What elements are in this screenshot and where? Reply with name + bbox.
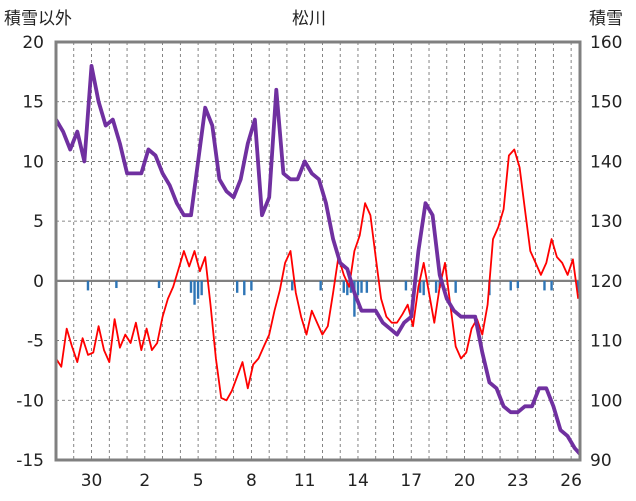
y-tick-left: 15 — [22, 93, 44, 113]
precipitation-bar — [422, 280, 425, 296]
precipitation-bars — [86, 280, 580, 317]
precipitation-bar — [509, 280, 512, 291]
x-tick-label: 14 — [347, 471, 369, 491]
precipitation-bar — [235, 280, 239, 293]
left-axis-label: 積雪以外 — [4, 9, 72, 29]
x-tick-label: 5 — [193, 471, 204, 491]
precipitation-bar — [189, 280, 193, 293]
y-tick-left: -15 — [16, 451, 44, 471]
y-tick-right: 130 — [590, 212, 622, 232]
x-tick-label: 2 — [139, 471, 150, 491]
precipitation-bar — [250, 280, 253, 291]
precipitation-bar — [115, 280, 118, 289]
chart-title: 松川 — [292, 9, 326, 29]
y-tick-right: 150 — [590, 93, 622, 113]
grid — [55, 41, 580, 461]
precipitation-bar — [346, 280, 349, 296]
x-tick-label: 20 — [454, 471, 476, 491]
precipitation-bar — [577, 280, 580, 293]
precipitation-bar — [342, 280, 345, 293]
precipitation-bar — [157, 280, 161, 289]
precipitation-bar — [86, 280, 90, 291]
precipitation-bar — [418, 280, 422, 293]
precipitation-bar — [404, 280, 408, 291]
precipitation-bar — [200, 280, 203, 296]
series-lines — [54, 64, 582, 456]
x-tick-label: 17 — [400, 471, 422, 491]
precipitation-bar — [454, 280, 457, 293]
x-tick-label: 30 — [81, 471, 103, 491]
y-tick-right: 90 — [590, 451, 612, 471]
precipitation-bar — [365, 280, 369, 293]
y-tick-left: 20 — [22, 33, 44, 53]
y-tick-right: 120 — [590, 272, 622, 292]
right-axis-label: 積雪 — [589, 9, 623, 29]
snow_depth-line — [54, 64, 582, 456]
precipitation-bar — [196, 280, 200, 299]
x-tick-label: 11 — [294, 471, 316, 491]
plot-frame — [54, 40, 582, 462]
y-tick-left: 10 — [22, 152, 44, 172]
precipitation-bar — [353, 280, 356, 317]
x-tick-label: 8 — [246, 471, 257, 491]
precipitation-bar — [360, 280, 363, 293]
tick-labels: 20 160 15 150 10 140 5 130 0 120 -5 110 -10 100 -15 90 3… — [16, 33, 622, 491]
precipitation-bar — [356, 280, 360, 296]
x-tick-label: 23 — [507, 471, 529, 491]
precipitation-bar — [516, 280, 520, 289]
precipitation-bar — [543, 280, 546, 291]
y-tick-right: 100 — [590, 391, 622, 411]
y-tick-left: 5 — [33, 212, 44, 232]
precipitation-bar — [319, 280, 322, 291]
temperature-line — [55, 148, 580, 402]
y-tick-left: -10 — [16, 391, 44, 411]
x-tick-label: 26 — [560, 471, 582, 491]
precipitation-bar — [434, 280, 438, 293]
precipitation-bar — [193, 280, 196, 305]
y-tick-right: 160 — [590, 33, 622, 53]
y-tick-left: 0 — [33, 272, 44, 292]
precipitation-bar — [291, 280, 294, 291]
precipitation-bar — [550, 280, 553, 291]
y-tick-right: 140 — [590, 152, 622, 172]
y-tick-right: 110 — [590, 332, 622, 352]
y-tick-left: -5 — [27, 332, 44, 352]
precipitation-bar — [243, 280, 246, 296]
